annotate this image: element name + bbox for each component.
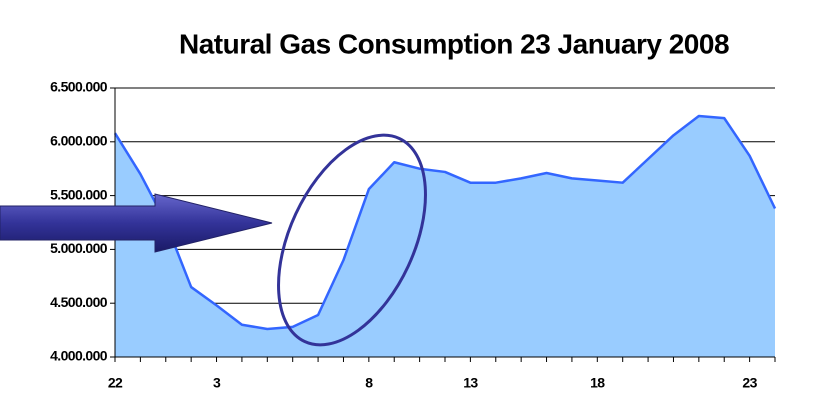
y-tick-label: 5.500.000 xyxy=(50,186,108,202)
annotation-ellipse xyxy=(277,133,427,347)
area-line xyxy=(113,114,777,331)
y-tick-label: 4.000.000 xyxy=(50,348,108,364)
x-tick-label: 23 xyxy=(742,375,757,391)
x-tick-label: 18 xyxy=(590,375,605,391)
x-tick-label: 22 xyxy=(108,375,123,391)
annotation-arrow xyxy=(0,193,273,253)
x-tick-label: 13 xyxy=(463,375,478,391)
y-tick-label: 4.500.000 xyxy=(50,294,108,310)
x-tick-label: 3 xyxy=(213,375,221,391)
chart-title: Natural Gas Consumption 23 January 2008 xyxy=(179,28,729,59)
y-tick-label: 6.000.000 xyxy=(50,133,108,149)
area-fill xyxy=(115,115,775,357)
y-tick-label: 6.500.000 xyxy=(50,79,108,95)
y-tick-label: 5.000.000 xyxy=(50,240,108,256)
plot-area: 4.000.000 4.500.000 5.000.000 5.500.000 6.00… xyxy=(50,79,777,391)
x-tick-label: 8 xyxy=(365,375,373,391)
